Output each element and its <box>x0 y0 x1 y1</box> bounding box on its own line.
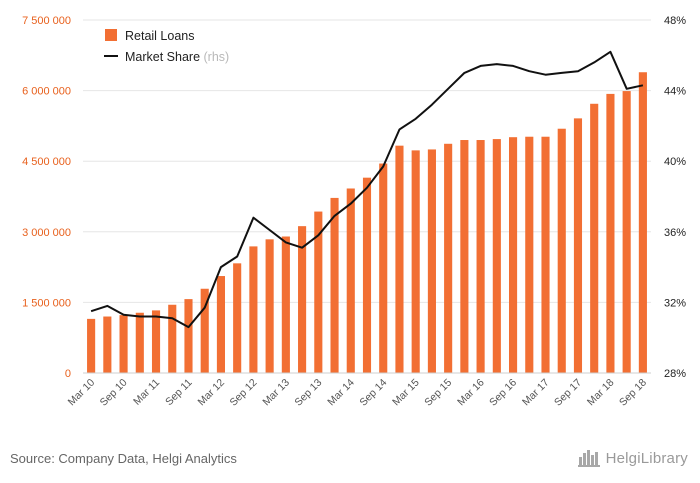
bar-retail-loans <box>103 316 112 373</box>
bar-retail-loans <box>606 93 615 374</box>
bar-retail-loans <box>265 239 274 373</box>
left-axis-tick-label: 1 500 000 <box>22 297 71 309</box>
bar-retail-loans <box>622 91 631 373</box>
bar-retail-loans <box>427 149 436 373</box>
x-axis-tick-label: Mar 10 <box>66 377 98 409</box>
legend: Retail Loans Market Share (rhs) <box>104 29 229 64</box>
bar-retail-loans <box>476 140 485 373</box>
bar-retail-loans <box>281 236 290 373</box>
bar-retail-loans <box>216 276 225 373</box>
bar-retail-loans <box>200 288 209 373</box>
source-note: Source: Company Data, Helgi Analytics <box>10 451 237 466</box>
bar-retail-loans <box>362 177 372 373</box>
bar-retail-loans <box>395 145 404 373</box>
x-axis-tick-label: Mar 15 <box>390 377 422 409</box>
x-axis-tick-label: Sep 14 <box>357 377 389 409</box>
x-axis-tick-label: Sep 13 <box>292 377 324 409</box>
retail-loans-bars <box>87 72 647 374</box>
right-axis-tick-label: 32% <box>664 297 686 309</box>
helgi-library-logo: HelgiLibrary <box>577 449 688 467</box>
bar-retail-loans <box>379 163 388 373</box>
bar-retail-loans <box>233 263 242 373</box>
bar-retail-loans <box>492 139 501 373</box>
legend-rhs-note: (rhs) <box>204 50 230 64</box>
right-axis-ticks: 28% 32% 36% 40% 44% 48% <box>664 15 686 380</box>
bar-retail-loans <box>411 150 420 373</box>
x-axis-tick-label: Mar 12 <box>195 377 227 409</box>
right-axis-tick-label: 48% <box>664 15 686 27</box>
bar-retail-loans <box>444 143 453 373</box>
x-axis-tick-label: Sep 18 <box>617 377 649 409</box>
bar-retail-loans <box>168 304 177 373</box>
right-axis-tick-label: 36% <box>664 227 686 239</box>
bar-retail-loans <box>525 136 534 373</box>
bar-retail-loans <box>184 299 193 373</box>
gridlines <box>83 19 651 303</box>
x-axis-tick-label: Sep 12 <box>228 377 260 409</box>
bar-retail-loans <box>119 315 128 373</box>
bar-retail-loans <box>573 118 583 374</box>
right-axis-tick-label: 44% <box>664 86 686 98</box>
x-axis-tick-label: Sep 10 <box>98 377 130 409</box>
left-axis-tick-label: 7 500 000 <box>22 15 71 27</box>
chart: 0 1 500 000 3 000 000 4 500 000 6 000 000 7 5… <box>22 15 686 409</box>
x-axis-ticks: Mar 10 Sep 10 Mar 11 Sep 11 Mar 12 Sep 12 Mar … <box>66 377 649 409</box>
x-axis-tick-label: Sep 16 <box>487 377 519 409</box>
bar-retail-loans <box>460 140 469 373</box>
bar-retail-loans <box>638 72 647 373</box>
logo-text: HelgiLibrary <box>605 449 688 467</box>
x-axis-tick-label: Mar 13 <box>260 377 292 409</box>
left-axis-ticks: 0 1 500 000 3 000 000 4 500 000 6 000 000 7 5… <box>22 15 71 380</box>
left-axis-tick-label: 6 000 000 <box>22 86 71 98</box>
x-axis-tick-label: Sep 17 <box>552 377 584 409</box>
bar-retail-loans <box>249 246 258 373</box>
bar-retail-loans <box>298 226 307 373</box>
bar-retail-loans <box>541 136 550 373</box>
bar-retail-loans <box>151 310 161 373</box>
x-axis-tick-label: Mar 18 <box>585 377 617 409</box>
left-axis-tick-label: 4 500 000 <box>22 156 71 168</box>
left-axis-tick-label: 0 <box>65 368 71 380</box>
x-axis-tick-label: Mar 14 <box>325 377 357 409</box>
bar-retail-loans <box>330 197 339 373</box>
x-axis-tick-label: Mar 17 <box>520 377 552 409</box>
bar-retail-loans <box>346 188 355 373</box>
x-axis-tick-label: Sep 11 <box>163 377 195 409</box>
market-share-line <box>90 50 644 329</box>
bar-retail-loans <box>557 128 566 373</box>
skyline-icon <box>577 450 600 467</box>
legend-market-share-label: Market Share (rhs) <box>125 50 229 64</box>
right-axis-tick-label: 28% <box>664 368 686 380</box>
bar-retail-loans <box>509 137 518 373</box>
left-axis-tick-label: 3 000 000 <box>22 227 71 239</box>
x-axis-tick-label: Mar 11 <box>131 377 162 408</box>
bar-retail-loans <box>590 103 599 374</box>
right-axis-tick-label: 40% <box>664 156 686 168</box>
legend-retail-loans-swatch <box>105 29 117 41</box>
x-axis-tick-label: Sep 15 <box>422 377 454 409</box>
bar-retail-loans <box>87 318 96 373</box>
x-axis-tick-label: Mar 16 <box>455 377 487 409</box>
bar-retail-loans <box>135 312 144 373</box>
bar-retail-loans <box>314 211 323 373</box>
legend-retail-loans-label: Retail Loans <box>125 29 195 43</box>
